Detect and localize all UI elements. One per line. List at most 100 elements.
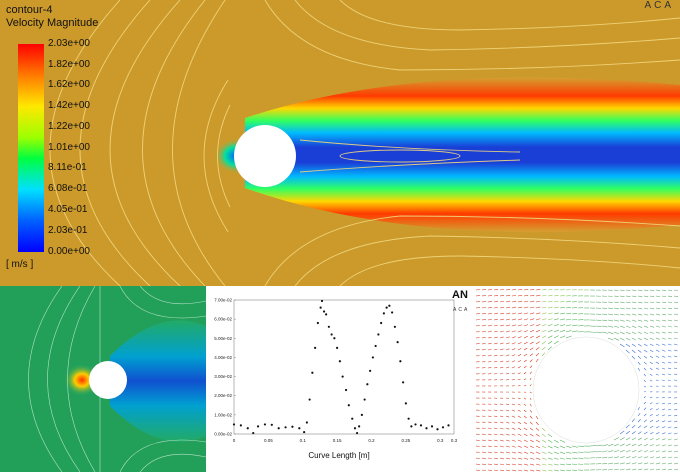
- data-point: [232, 423, 236, 426]
- plot-axes: 0.00e-02 1.00e-02 2.00e-02 3.00e-02 4.00e-02…: [214, 298, 457, 444]
- velocity-vector: [523, 347, 528, 351]
- velocity-vector: [595, 450, 602, 453]
- velocity-vector: [649, 396, 653, 399]
- velocity-vector: [649, 337, 654, 340]
- velocity-vector: [655, 462, 661, 465]
- velocity-vector: [673, 361, 678, 364]
- velocity-vector: [649, 361, 653, 365]
- data-point: [363, 398, 366, 401]
- velocity-vector: [517, 324, 522, 327]
- velocity-vector: [643, 361, 647, 365]
- velocity-vector: [613, 295, 619, 297]
- velocity-vector: [565, 301, 571, 303]
- velocity-vector: [553, 312, 559, 315]
- velocity-vector: [649, 462, 655, 465]
- velocity-vector: [475, 355, 480, 357]
- velocity-vector: [601, 331, 608, 334]
- ansys-logo: AN: [452, 289, 468, 301]
- velocity-vector: [553, 469, 559, 472]
- velocity-vector: [571, 330, 578, 333]
- velocity-vector: [499, 306, 505, 309]
- data-point: [252, 431, 255, 435]
- data-point: [284, 426, 287, 429]
- velocity-vector: [535, 341, 540, 345]
- velocity-vector: [661, 397, 665, 399]
- data-point: [425, 427, 428, 430]
- contour-subtitle: Velocity Magnitude: [6, 17, 99, 29]
- velocity-vector: [553, 335, 559, 339]
- contour-title: contour-4: [6, 4, 53, 16]
- velocity-vector: [535, 469, 541, 472]
- velocity-vector: [511, 324, 516, 327]
- velocity-vector: [529, 427, 534, 431]
- velocity-vector: [517, 306, 523, 309]
- velocity-vector: [673, 301, 679, 304]
- velocity-vector: [529, 409, 533, 413]
- velocity-vector: [643, 373, 647, 377]
- velocity-vector: [607, 468, 613, 471]
- contour-lines: [49, 0, 680, 286]
- velocity-vector: [655, 289, 661, 291]
- velocity-vector: [673, 319, 678, 322]
- velocity-vector: [631, 437, 637, 441]
- data-point: [374, 344, 377, 348]
- velocity-vector: [553, 300, 559, 303]
- velocity-vector: [517, 445, 522, 448]
- velocity-vector: [631, 431, 636, 435]
- velocity-vector: [499, 366, 504, 369]
- velocity-vector: [649, 325, 655, 328]
- velocity-vector: [481, 439, 486, 441]
- velocity-vector: [649, 331, 654, 334]
- velocity-vector: [535, 415, 539, 420]
- velocity-vector: [475, 295, 480, 297]
- velocity-vector: [625, 456, 631, 459]
- velocity-vector: [487, 318, 492, 321]
- wake-region: [245, 77, 680, 233]
- velocity-vector: [511, 318, 516, 321]
- data-point: [371, 356, 374, 359]
- velocity-vector: [487, 330, 492, 333]
- velocity-vector: [529, 433, 534, 437]
- velocity-vector: [517, 354, 522, 357]
- velocity-vector: [487, 427, 492, 430]
- velocity-vector: [523, 463, 529, 466]
- velocity-vector: [499, 354, 504, 357]
- velocity-vector: [529, 439, 534, 443]
- velocity-vector: [511, 366, 516, 369]
- velocity-vector: [619, 331, 625, 335]
- velocity-vector: [619, 343, 625, 348]
- velocity-vector: [661, 289, 667, 291]
- velocity-vector: [517, 318, 523, 321]
- vector-plot-panel: [474, 286, 680, 472]
- velocity-vector: [655, 355, 660, 358]
- data-point: [319, 306, 322, 309]
- velocity-vector: [511, 415, 516, 418]
- velocity-vector: [643, 337, 648, 341]
- data-point: [414, 423, 417, 426]
- velocity-vector: [667, 331, 672, 334]
- velocity-vector: [481, 295, 486, 297]
- velocity-vector: [517, 415, 521, 418]
- velocity-vector: [511, 403, 515, 406]
- velocity-vector: [595, 319, 602, 321]
- x-tick-label: 0.3: [451, 438, 458, 443]
- velocity-vector: [499, 409, 504, 412]
- velocity-vector: [517, 360, 522, 363]
- velocity-vector: [619, 462, 625, 465]
- velocity-vector: [547, 306, 553, 309]
- velocity-vector: [529, 300, 535, 303]
- y-tick-label: 5.00e-02: [214, 336, 232, 341]
- velocity-vector: [643, 413, 647, 417]
- velocity-vector: [643, 450, 649, 453]
- y-tick-label: 1.00e-02: [214, 412, 232, 417]
- data-point: [344, 388, 348, 392]
- plot-points: [232, 299, 450, 435]
- velocity-vector: [607, 301, 613, 303]
- velocity-vector: [505, 409, 510, 412]
- x-tick-label: 0.15: [333, 438, 342, 443]
- velocity-vector: [487, 361, 492, 363]
- velocity-vector: [625, 437, 631, 441]
- velocity-vector: [619, 295, 625, 297]
- velocity-vector: [607, 337, 614, 341]
- data-point: [311, 371, 314, 374]
